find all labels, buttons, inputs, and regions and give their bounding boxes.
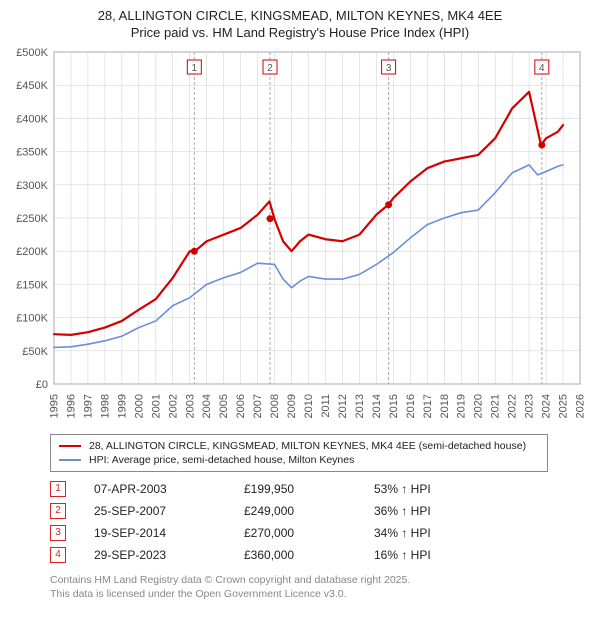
transaction-diff: 53% ↑ HPI <box>374 482 484 496</box>
legend: 28, ALLINGTON CIRCLE, KINGSMEAD, MILTON … <box>50 434 548 472</box>
svg-text:2004: 2004 <box>201 394 213 418</box>
transaction-price: £270,000 <box>244 526 374 540</box>
legend-swatch <box>59 459 81 461</box>
transaction-date: 19-SEP-2014 <box>94 526 244 540</box>
svg-text:£200K: £200K <box>16 246 48 258</box>
legend-swatch <box>59 445 81 447</box>
svg-text:£250K: £250K <box>16 213 48 225</box>
svg-text:2020: 2020 <box>473 394 485 418</box>
svg-text:1999: 1999 <box>116 394 128 418</box>
svg-text:2011: 2011 <box>320 394 332 418</box>
footer-attribution: Contains HM Land Registry data © Crown c… <box>50 574 590 601</box>
svg-text:2014: 2014 <box>371 394 383 418</box>
transaction-diff: 16% ↑ HPI <box>374 548 484 562</box>
transaction-row: 3 19-SEP-2014£270,00034% ↑ HPI <box>50 522 590 544</box>
svg-text:£450K: £450K <box>16 80 48 92</box>
transaction-row: 1 07-APR-2003£199,95053% ↑ HPI <box>50 478 590 500</box>
transaction-price: £360,000 <box>244 548 374 562</box>
svg-text:2015: 2015 <box>388 394 400 418</box>
svg-text:1998: 1998 <box>99 394 111 418</box>
transactions-table: 1 07-APR-2003£199,95053% ↑ HPI 2 25-SEP-200… <box>50 478 590 566</box>
svg-text:2025: 2025 <box>558 394 570 418</box>
transaction-price: £249,000 <box>244 504 374 518</box>
svg-text:2010: 2010 <box>303 394 315 418</box>
legend-item: 28, ALLINGTON CIRCLE, KINGSMEAD, MILTON … <box>59 439 539 453</box>
svg-text:2006: 2006 <box>235 394 247 418</box>
transaction-row: 4 29-SEP-2023£360,00016% ↑ HPI <box>50 544 590 566</box>
chart-container: 28, ALLINGTON CIRCLE, KINGSMEAD, MILTON … <box>0 0 600 611</box>
svg-text:2021: 2021 <box>490 394 502 418</box>
svg-text:£100K: £100K <box>16 312 48 324</box>
transaction-marker: 3 <box>50 525 66 541</box>
transaction-date: 07-APR-2003 <box>94 482 244 496</box>
svg-text:1997: 1997 <box>82 394 94 418</box>
transaction-marker: 1 <box>50 481 66 497</box>
transaction-diff: 34% ↑ HPI <box>374 526 484 540</box>
svg-text:2024: 2024 <box>541 394 553 418</box>
svg-text:£300K: £300K <box>16 180 48 192</box>
transaction-date: 25-SEP-2007 <box>94 504 244 518</box>
transaction-marker: 4 <box>50 547 66 563</box>
chart-svg: £0 £50K £100K £150K £200K £250K £300K £350K £400… <box>10 46 590 426</box>
footer-line1: Contains HM Land Registry data © Crown c… <box>50 574 590 588</box>
svg-text:2000: 2000 <box>133 394 145 418</box>
svg-text:£50K: £50K <box>22 346 48 358</box>
svg-text:£0: £0 <box>36 379 48 391</box>
svg-text:2016: 2016 <box>405 394 417 418</box>
footer-line2: This data is licensed under the Open Gov… <box>50 588 590 602</box>
svg-text:£150K: £150K <box>16 279 48 291</box>
chart-title-line2: Price paid vs. HM Land Registry's House … <box>10 25 590 40</box>
svg-text:£500K: £500K <box>16 47 48 59</box>
svg-text:4: 4 <box>539 63 545 74</box>
svg-text:2017: 2017 <box>422 394 434 418</box>
svg-text:2022: 2022 <box>507 394 519 418</box>
svg-text:2019: 2019 <box>456 394 468 418</box>
svg-text:3: 3 <box>386 63 392 74</box>
svg-text:£350K: £350K <box>16 146 48 158</box>
svg-text:2005: 2005 <box>218 394 230 418</box>
svg-text:2009: 2009 <box>286 394 298 418</box>
svg-text:2003: 2003 <box>184 394 196 418</box>
svg-text:2023: 2023 <box>524 394 536 418</box>
chart-title-line1: 28, ALLINGTON CIRCLE, KINGSMEAD, MILTON … <box>10 8 590 25</box>
legend-label: HPI: Average price, semi-detached house,… <box>89 454 354 466</box>
transaction-price: £199,950 <box>244 482 374 496</box>
transaction-row: 2 25-SEP-2007£249,00036% ↑ HPI <box>50 500 590 522</box>
svg-text:£400K: £400K <box>16 113 48 125</box>
svg-text:2: 2 <box>267 63 273 74</box>
svg-text:2001: 2001 <box>150 394 162 418</box>
svg-text:2012: 2012 <box>337 394 349 418</box>
svg-text:2018: 2018 <box>439 394 451 418</box>
svg-text:2013: 2013 <box>354 394 366 418</box>
svg-text:1996: 1996 <box>65 394 77 418</box>
transaction-date: 29-SEP-2023 <box>94 548 244 562</box>
transaction-diff: 36% ↑ HPI <box>374 504 484 518</box>
svg-text:2026: 2026 <box>575 394 587 418</box>
svg-text:2007: 2007 <box>252 394 264 418</box>
svg-text:1: 1 <box>192 63 198 74</box>
svg-text:2002: 2002 <box>167 394 179 418</box>
svg-text:1995: 1995 <box>49 394 61 418</box>
svg-text:2008: 2008 <box>269 394 281 418</box>
legend-label: 28, ALLINGTON CIRCLE, KINGSMEAD, MILTON … <box>89 440 526 452</box>
transaction-marker: 2 <box>50 503 66 519</box>
chart-plot: £0 £50K £100K £150K £200K £250K £300K £350K £400… <box>10 46 590 426</box>
legend-item: HPI: Average price, semi-detached house,… <box>59 453 539 467</box>
